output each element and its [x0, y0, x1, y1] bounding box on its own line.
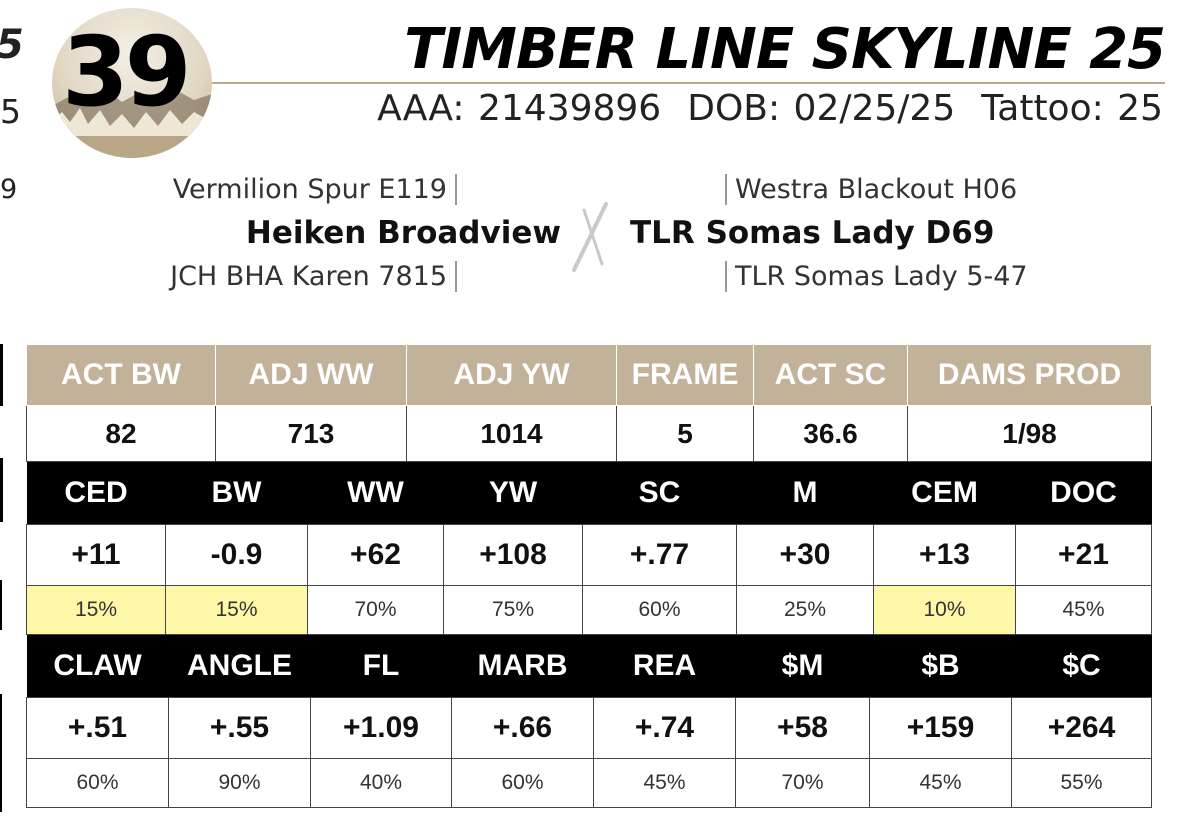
header-dollar-b: $B [869, 635, 1012, 698]
sire-dam: JCH BHA Karen 7815 [170, 261, 457, 292]
header-m: M [736, 462, 874, 525]
header-dollar-m: $M [735, 635, 870, 698]
epd-sc: +.77 [582, 524, 737, 586]
header-dams-prod: DAMS PROD [907, 344, 1152, 406]
epd-m: +30 [736, 524, 874, 586]
percentile-dollar-m: 70% [735, 758, 870, 808]
percentile-cem: 10% [873, 585, 1016, 635]
header-act-bw: ACT BW [26, 344, 216, 406]
epd-fl: +1.09 [310, 697, 452, 759]
percentile-rea: 45% [593, 758, 736, 808]
epd-2-header-row: CLAW ANGLE FL MARB REA $M $B $C [26, 635, 1152, 698]
date-of-birth: DOB: 02/25/25 [687, 88, 956, 129]
epd-dollar-m: +58 [735, 697, 870, 759]
epd-table-2: CLAW ANGLE FL MARB REA $M $B $C +.51 +.5… [26, 635, 1152, 808]
header-bw: BW [165, 462, 308, 525]
epd-rea: +.74 [593, 697, 736, 759]
percentile-bw: 15% [165, 585, 308, 635]
percentile-doc: 45% [1015, 585, 1152, 635]
percentile-dollar-c: 55% [1011, 758, 1152, 808]
header-adj-yw: ADJ YW [406, 344, 617, 406]
header-ced: CED [26, 462, 166, 525]
epd-cem: +13 [873, 524, 1016, 586]
epd-yw: +108 [443, 524, 583, 586]
cross-x-icon [572, 202, 608, 272]
epd-2-value-row: +.51 +.55 +1.09 +.66 +.74 +58 +159 +264 [26, 697, 1152, 759]
dam-dam: TLR Somas Lady 5-47 [725, 261, 1028, 292]
sire-sire: Vermilion Spur E119 [173, 174, 457, 205]
previous-lot-name-fragment: 5 [0, 22, 24, 68]
percentile-claw: 60% [26, 758, 169, 808]
previous-lot-ids-fragment: 5 [0, 92, 21, 131]
percentile-angle: 90% [168, 758, 311, 808]
value-dams-prod: 1/98 [907, 405, 1152, 462]
header-dollar-c: $C [1011, 635, 1152, 698]
previous-lot-table-edge [0, 458, 3, 522]
value-act-sc: 36.6 [753, 405, 908, 462]
epd-ced: +11 [26, 524, 166, 586]
header-claw: CLAW [26, 635, 169, 698]
percentile-m: 25% [736, 585, 874, 635]
percentile-sc: 60% [582, 585, 737, 635]
percentile-yw: 75% [443, 585, 583, 635]
epd-1-value-row: +11 -0.9 +62 +108 +.77 +30 +13 +21 [26, 524, 1152, 586]
header-cem: CEM [873, 462, 1016, 525]
animal-name: TIMBER LINE SKYLINE 25 [404, 17, 1166, 82]
percentile-fl: 40% [310, 758, 452, 808]
epd-1-header-row: CED BW WW YW SC M CEM DOC [26, 462, 1152, 525]
performance-table: ACT BW ADJ WW ADJ YW FRAME ACT SC DAMS P… [26, 344, 1152, 462]
previous-lot-table-edge [0, 580, 2, 630]
sire: Heiken Broadview [245, 215, 561, 251]
epd-1-percentile-row: 15% 15% 70% 75% 60% 25% 10% 45% [26, 585, 1152, 635]
percentile-marb: 60% [451, 758, 594, 808]
epd-table-1: CED BW WW YW SC M CEM DOC +11 -0.9 +62 +… [26, 462, 1152, 635]
value-adj-ww: 713 [215, 405, 407, 462]
epd-dollar-c: +264 [1011, 697, 1152, 759]
lot-badge-landscape-icon [52, 8, 212, 158]
epd-claw: +.51 [26, 697, 169, 759]
header-frame: FRAME [616, 344, 754, 406]
percentile-ww: 70% [307, 585, 444, 635]
epd-marb: +.66 [451, 697, 594, 759]
header-sc: SC [582, 462, 737, 525]
epd-dollar-b: +159 [869, 697, 1012, 759]
header-ww: WW [307, 462, 444, 525]
previous-lot-pedigree-fragment: 9 [0, 174, 18, 205]
header-angle: ANGLE [168, 635, 311, 698]
previous-lot-table-edge [0, 694, 2, 812]
performance-value-row: 82 713 1014 5 36.6 1/98 [26, 405, 1152, 462]
header-doc: DOC [1015, 462, 1152, 525]
percentile-ced: 15% [26, 585, 166, 635]
epd-ww: +62 [307, 524, 444, 586]
previous-lot-table-edge [0, 344, 3, 406]
performance-grid: ACT BW ADJ WW ADJ YW FRAME ACT SC DAMS P… [26, 344, 1152, 808]
dam: TLR Somas Lady D69 [630, 215, 995, 251]
header-rule [190, 82, 1165, 84]
epd-bw: -0.9 [165, 524, 308, 586]
registration-number: AAA: 21439896 [377, 88, 662, 129]
header-fl: FL [310, 635, 452, 698]
header-marb: MARB [451, 635, 594, 698]
dam-sire: Westra Blackout H06 [725, 174, 1017, 205]
percentile-dollar-b: 45% [869, 758, 1012, 808]
epd-angle: +.55 [168, 697, 311, 759]
header-act-sc: ACT SC [753, 344, 908, 406]
epd-2-percentile-row: 60% 90% 40% 60% 45% 70% 45% 55% [26, 758, 1152, 808]
epd-doc: +21 [1015, 524, 1152, 586]
value-adj-yw: 1014 [406, 405, 617, 462]
performance-header-row: ACT BW ADJ WW ADJ YW FRAME ACT SC DAMS P… [26, 344, 1152, 406]
value-frame: 5 [616, 405, 754, 462]
header-rea: REA [593, 635, 736, 698]
tattoo: Tattoo: 25 [981, 88, 1163, 129]
header-yw: YW [443, 462, 583, 525]
animal-identifiers: AAA: 21439896 DOB: 02/25/25 Tattoo: 25 [351, 88, 1163, 129]
header-adj-ww: ADJ WW [215, 344, 407, 406]
lot-number: 39 [62, 16, 192, 128]
value-act-bw: 82 [26, 405, 216, 462]
